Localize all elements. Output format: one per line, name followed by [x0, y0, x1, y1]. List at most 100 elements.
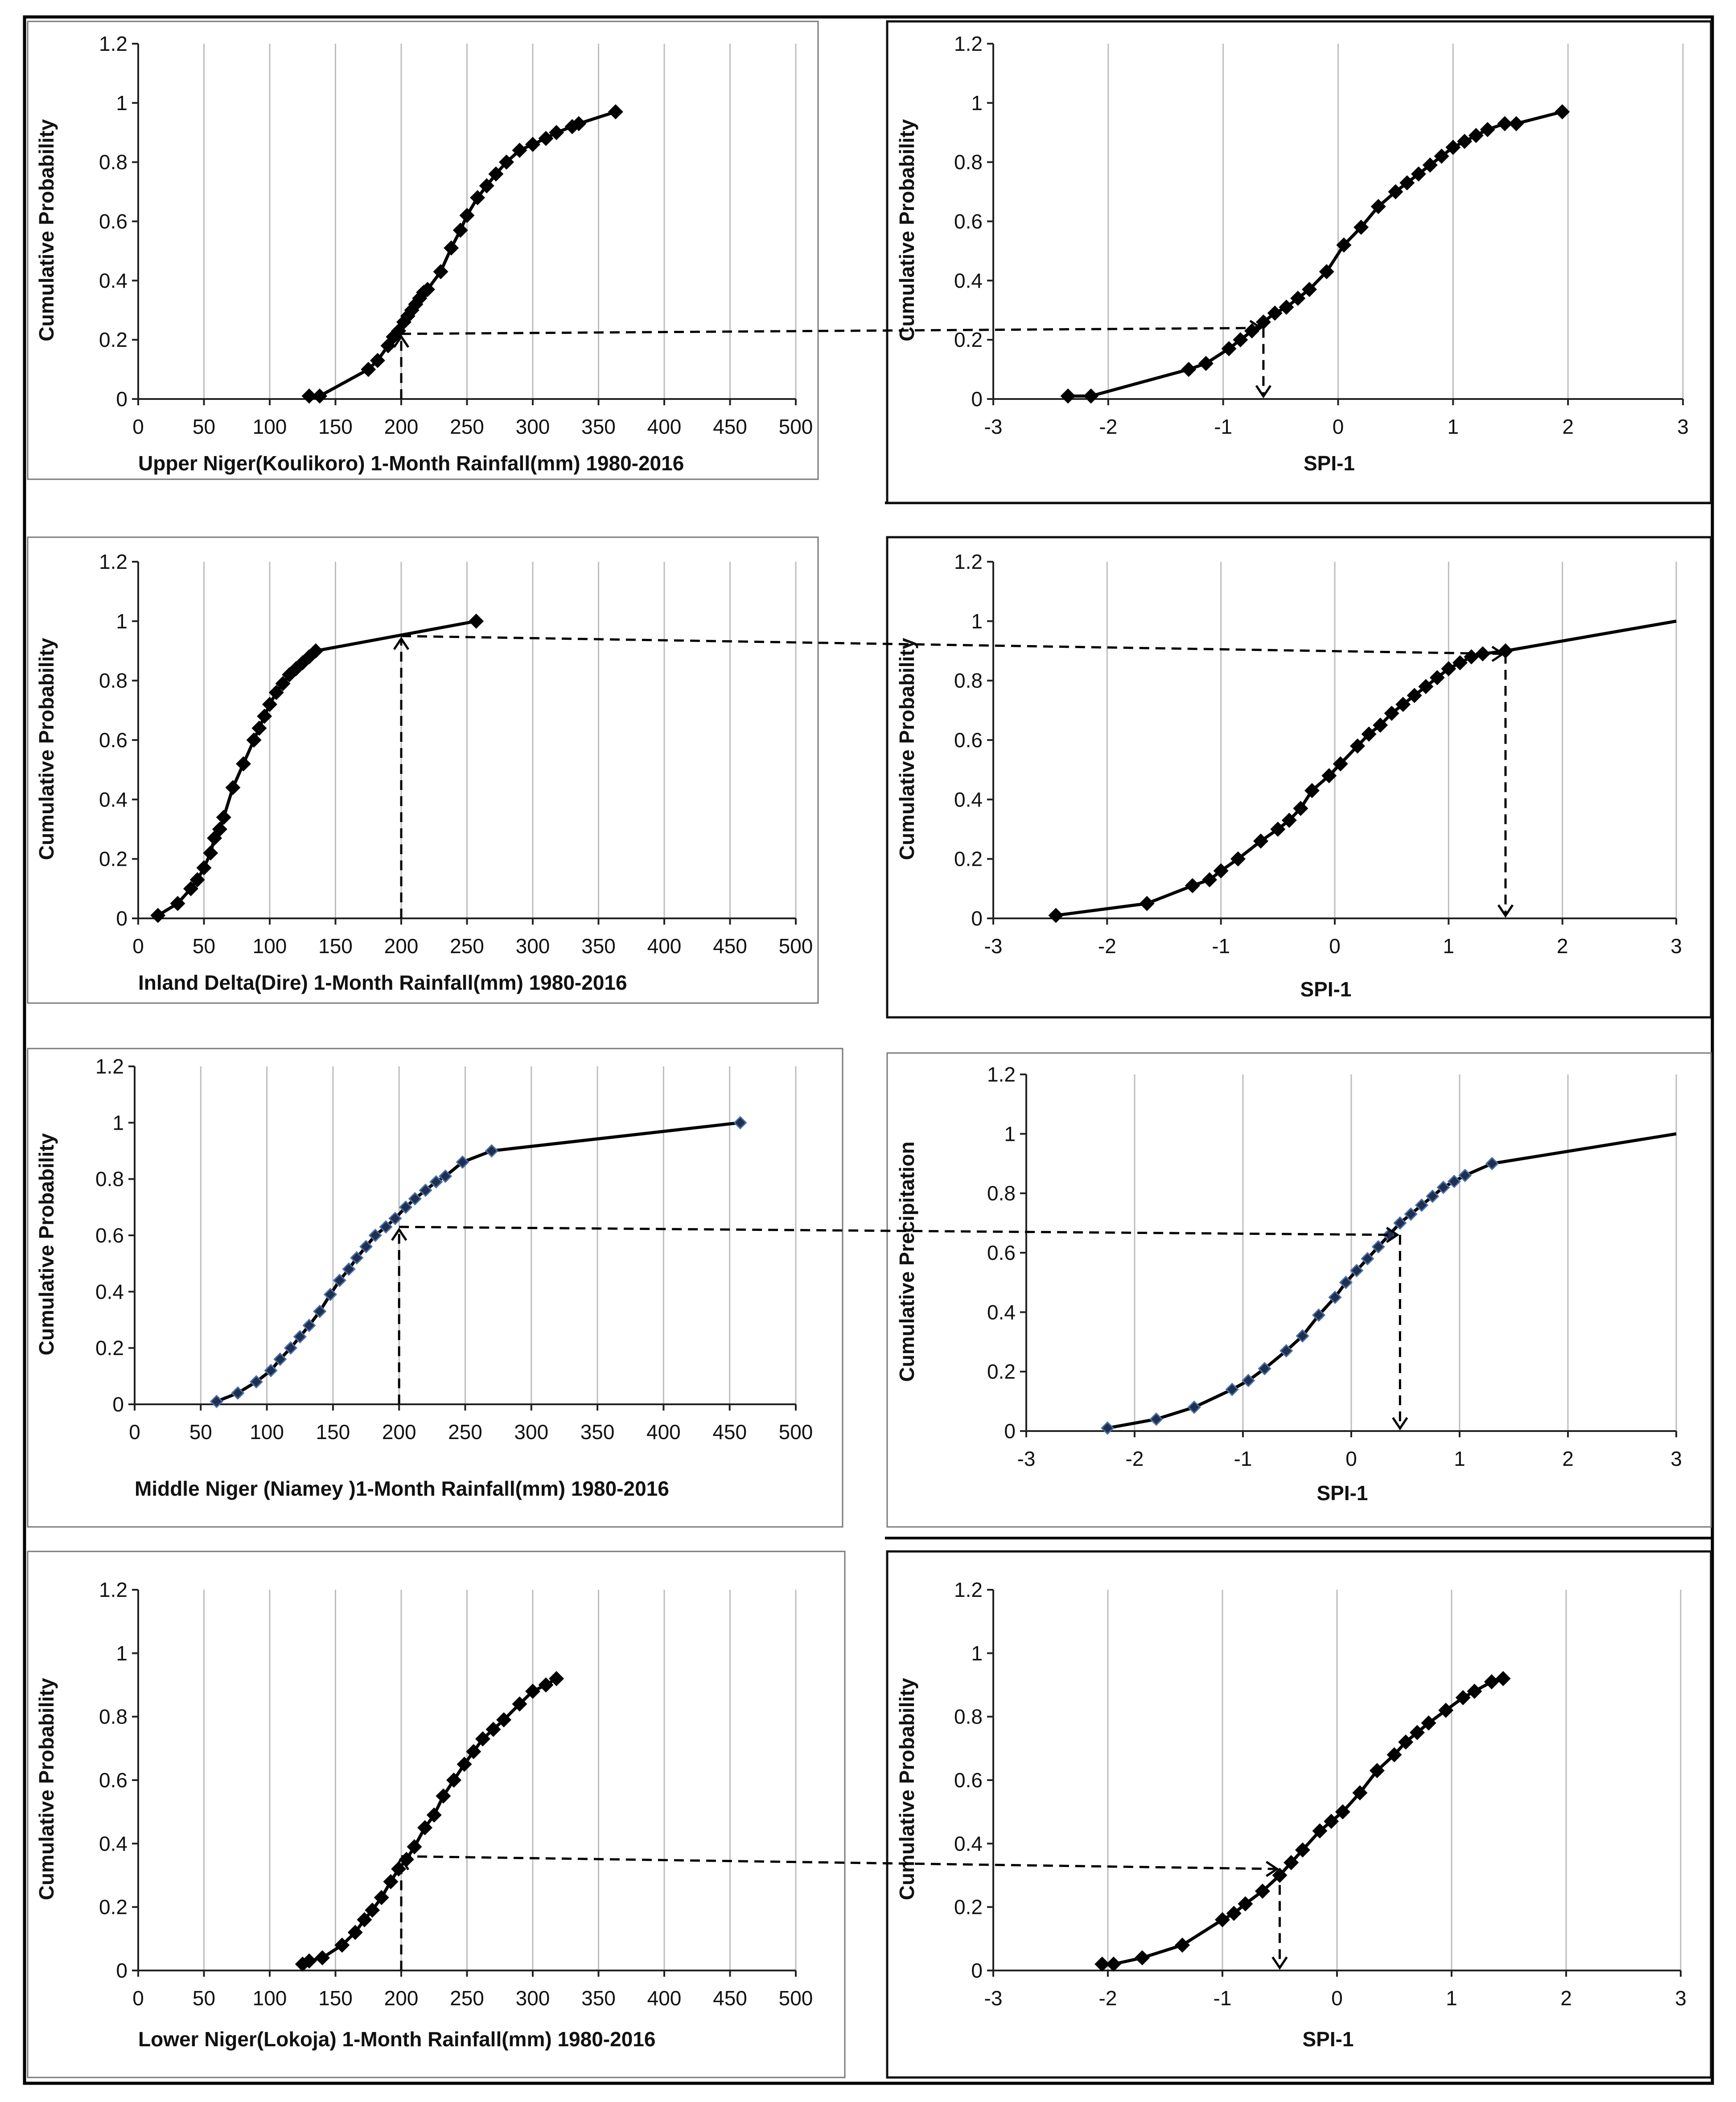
- y-tick-label: 0.8: [954, 151, 983, 174]
- data-point: [1215, 1912, 1230, 1928]
- data-point: [1422, 157, 1438, 173]
- y-tick-label: 1.2: [99, 32, 128, 55]
- data-point: [1398, 1734, 1414, 1750]
- x-tick-label: -3: [984, 934, 1003, 958]
- y-tick-label: 0.2: [954, 328, 983, 351]
- data-point: [1304, 783, 1320, 798]
- data-point: [225, 780, 241, 795]
- y-tick-label: 1.2: [99, 1578, 128, 1601]
- chart-panel-inland-rain: 0 0.2 0.4 0.6 0.8 1 1.2 0 50 100 150 200 250 300 350 40…: [27, 536, 819, 1004]
- x-tick-label: -1: [1214, 415, 1232, 438]
- chart-panel-inland-spi: 0 0.2 0.4 0.6 0.8 1 1.2 -3 -2 -1 0 1 2 3 SPI-1 Cumulati…: [886, 536, 1712, 1019]
- x-tick-label: -2: [1098, 934, 1116, 958]
- data-point: [1312, 1823, 1328, 1839]
- data-point: [1407, 688, 1422, 703]
- y-tick-label: 0.6: [954, 210, 983, 233]
- chart-panel-upper-spi: 0 0.2 0.4 0.6 0.8 1 1.2 -3 -2 -1 0 1 2 3 SPI-1 Cumulati…: [886, 20, 1712, 504]
- data-point: [1279, 300, 1294, 315]
- panel-frame: [27, 21, 819, 480]
- y-tick-label: 0.6: [987, 1241, 1016, 1264]
- data-point: [1213, 863, 1229, 879]
- data-point: [1484, 1674, 1499, 1690]
- y-axis-title: Cumulative Probability: [35, 638, 58, 860]
- data-point: [357, 1912, 372, 1928]
- data-point: [444, 240, 459, 256]
- x-tick-label: 250: [450, 934, 484, 958]
- y-tick-label: 0.2: [99, 328, 128, 351]
- data-point: [1495, 1671, 1511, 1687]
- data-point: [1333, 756, 1348, 772]
- y-tick-label: 0.6: [954, 1769, 983, 1792]
- data-point: [1226, 1905, 1242, 1921]
- y-tick-label: 0: [116, 1959, 128, 1982]
- y-tick-label: 0.4: [954, 1832, 983, 1855]
- data-point: [1238, 1896, 1253, 1912]
- guide-lower-rain: [393, 1855, 1288, 1970]
- data-point: [1421, 1715, 1436, 1731]
- guide-arrowhead: [393, 334, 410, 348]
- data-point: [293, 1330, 307, 1344]
- data-point: [216, 810, 231, 825]
- data-point: [374, 1890, 389, 1905]
- data-point: [1295, 1842, 1310, 1858]
- y-tick-label: 0.8: [987, 1182, 1016, 1205]
- y-tick-label: 1: [971, 91, 983, 115]
- data-point: [1370, 199, 1386, 214]
- data-point: [251, 720, 267, 736]
- y-tick-label: 0.4: [99, 788, 128, 811]
- data-point: [1438, 1703, 1454, 1718]
- data-point: [1312, 1308, 1326, 1322]
- data-point: [203, 845, 218, 861]
- panel-frame: [886, 1052, 1712, 1528]
- data-point: [236, 756, 251, 772]
- data-point: [1497, 116, 1513, 132]
- y-tick-label: 1: [1004, 1122, 1016, 1145]
- data-point: [1185, 878, 1200, 893]
- data-point: [466, 1744, 481, 1759]
- data-point: [268, 685, 284, 700]
- data-point: [429, 1175, 443, 1189]
- x-tick-label: 350: [581, 1987, 616, 2010]
- x-tick-label: 200: [382, 1420, 416, 1444]
- x-tick-label: 150: [318, 934, 353, 958]
- y-tick-label: 0.8: [95, 1168, 124, 1191]
- data-point: [1457, 134, 1473, 149]
- data-point: [301, 388, 317, 404]
- x-tick-label: 1: [1448, 415, 1459, 438]
- data-point: [1048, 908, 1064, 923]
- x-tick-label: -2: [1099, 415, 1117, 438]
- data-point: [456, 1155, 469, 1169]
- x-tick-label: -2: [1126, 1447, 1144, 1470]
- data-point: [347, 1925, 363, 1940]
- data-point: [301, 1953, 317, 1969]
- data-point: [1445, 140, 1461, 155]
- data-point: [1255, 314, 1271, 330]
- x-tick-label: 2: [1560, 1987, 1572, 2010]
- y-tick-label: 1: [971, 1641, 983, 1665]
- data-point: [212, 822, 227, 837]
- data-point: [1434, 148, 1449, 164]
- y-tick-label: 0: [112, 1393, 124, 1416]
- panel-frame: [27, 536, 819, 1004]
- data-point: [1447, 1174, 1461, 1189]
- data-point: [273, 1352, 287, 1366]
- data-point: [1411, 166, 1426, 182]
- data-point: [1221, 341, 1237, 357]
- panel-frame: [886, 1550, 1712, 2079]
- x-tick-label: 0: [1345, 1447, 1357, 1470]
- x-axis-title: Lower Niger(Lokoja) 1-Month Rainfall(mm)…: [138, 2028, 655, 2051]
- y-tick-label: 0.2: [99, 847, 128, 871]
- data-point: [1293, 801, 1308, 816]
- x-tick-label: 450: [713, 1987, 747, 2010]
- chart-panel-lower-spi: 0 0.2 0.4 0.6 0.8 1 1.2 -3 -2 -1 0 1 2 3 SPI-1 Cumulati…: [886, 1550, 1712, 2079]
- data-point: [210, 1394, 224, 1408]
- x-tick-label: 300: [516, 934, 550, 958]
- y-tick-label: 0.4: [99, 269, 128, 292]
- x-tick-label: 400: [647, 934, 682, 958]
- series-line-extension: [1505, 619, 1677, 653]
- y-tick-label: 0: [971, 907, 983, 930]
- y-axis-title: Cumulative Probability: [35, 119, 58, 341]
- data-point: [370, 353, 385, 368]
- data-point: [334, 1937, 350, 1953]
- x-tick-label: 450: [712, 1420, 747, 1444]
